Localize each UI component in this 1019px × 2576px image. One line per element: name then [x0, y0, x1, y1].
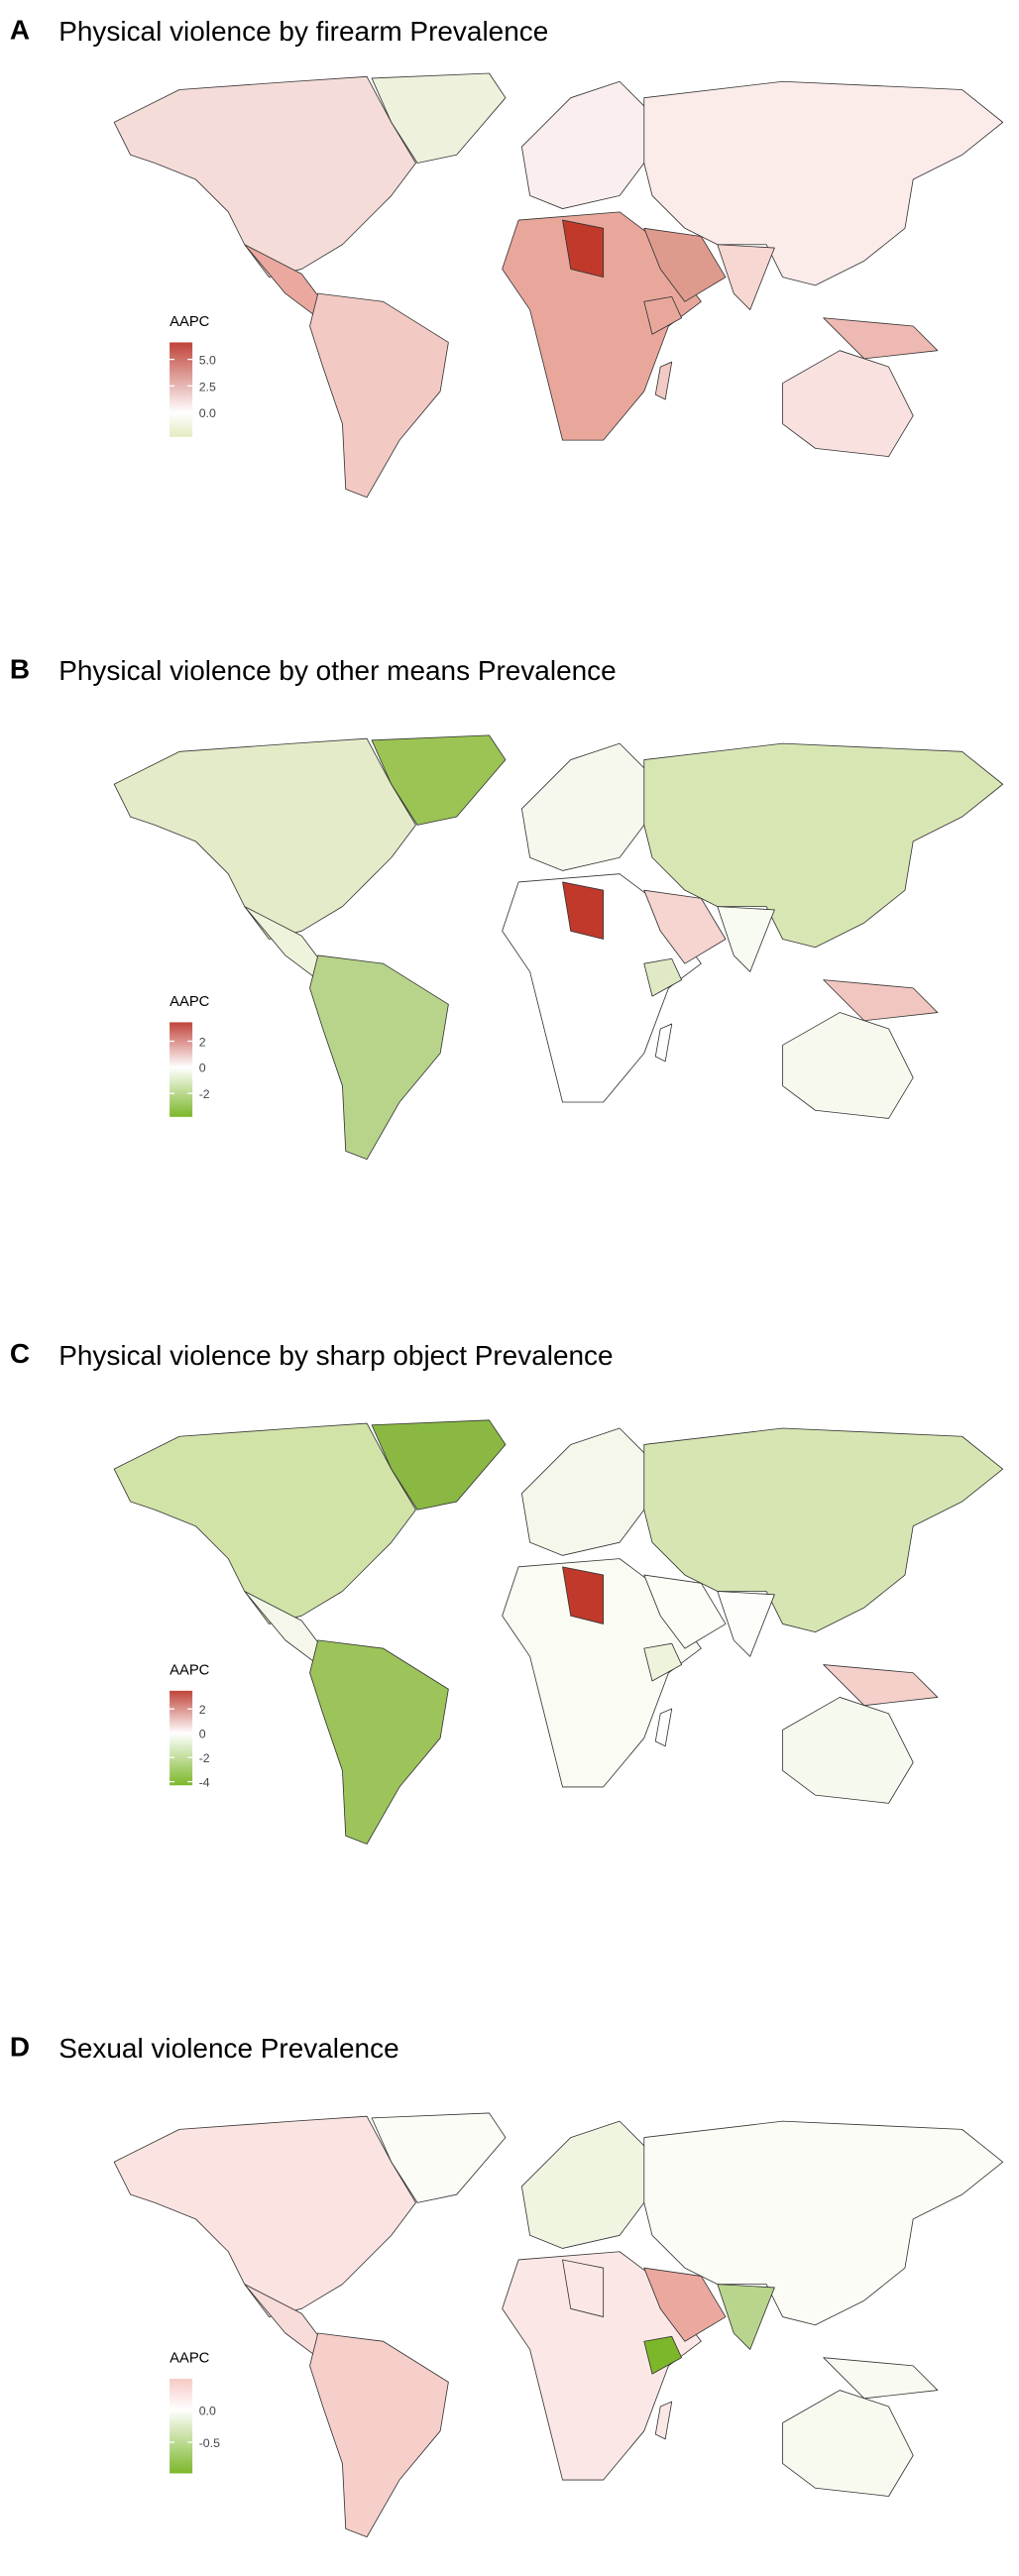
- legend-tick-label: -2: [199, 1087, 210, 1101]
- legend-title: AAPC: [170, 994, 210, 1010]
- legend-tick-label: 0: [199, 1062, 206, 1075]
- panel-label: A: [10, 14, 30, 45]
- country: [309, 1639, 449, 1845]
- country: [823, 979, 939, 1022]
- country: [823, 1664, 939, 1707]
- country: [643, 227, 727, 302]
- legend-tick-label: 2.5: [199, 380, 216, 393]
- panel: A Physical violence by firearm Prevalence…: [10, 14, 1004, 499]
- country: [113, 75, 416, 279]
- country: [823, 2357, 939, 2400]
- country: [782, 1697, 914, 1804]
- country: [654, 361, 673, 400]
- country: [562, 1566, 605, 1624]
- country: [520, 80, 653, 209]
- colorbar: [170, 342, 193, 437]
- country: [643, 2267, 727, 2342]
- country: [654, 1023, 673, 1063]
- country: [654, 2401, 673, 2440]
- country: [643, 80, 1004, 286]
- country: [643, 1427, 1004, 1633]
- country: [520, 1427, 653, 1556]
- country: [643, 2120, 1004, 2326]
- country: [562, 219, 605, 279]
- legend-tick-label: 0.0: [199, 406, 216, 420]
- legend-title: AAPC: [170, 314, 210, 330]
- legend-title: AAPC: [170, 1662, 210, 1678]
- colorbar: [170, 2379, 193, 2474]
- country: [371, 734, 507, 826]
- country: [520, 742, 653, 871]
- legend-tick-label: -4: [199, 1776, 210, 1790]
- world-map: [113, 1419, 1004, 1845]
- panel-title: Sexual violence Prevalence: [58, 2033, 398, 2064]
- country: [113, 737, 416, 940]
- country: [643, 1642, 683, 1682]
- country: [113, 2115, 416, 2317]
- panel-label: C: [10, 1338, 30, 1369]
- country: [309, 954, 449, 1161]
- country: [562, 2259, 605, 2317]
- country: [309, 292, 449, 499]
- legend-tick-label: -0.5: [199, 2436, 220, 2450]
- country: [113, 1422, 416, 1624]
- country: [309, 2332, 449, 2538]
- country: [717, 244, 775, 310]
- country: [823, 317, 939, 360]
- country: [643, 295, 683, 335]
- panel-title: Physical violence by other means Prevale…: [58, 655, 616, 686]
- world-map: [113, 734, 1004, 1161]
- country: [717, 1591, 775, 1657]
- colorbar: [170, 1690, 193, 1786]
- panel-label: D: [10, 2031, 30, 2062]
- legend-title: AAPC: [170, 2351, 210, 2367]
- country: [782, 2390, 914, 2497]
- legend-tick-label: 2: [199, 1035, 206, 1049]
- legend-tick-label: 5.0: [199, 354, 216, 368]
- country: [717, 2284, 775, 2350]
- legend-tick-label: 0.0: [199, 2404, 216, 2417]
- country: [643, 742, 1004, 949]
- country: [643, 957, 683, 997]
- legend-tick-label: 0: [199, 1728, 206, 1741]
- country: [371, 72, 507, 164]
- legend-tick-label: -2: [199, 1751, 210, 1765]
- country: [562, 881, 605, 940]
- country: [782, 350, 914, 458]
- panel: D Sexual violence Prevalence AAPC 0.0 -0.5: [10, 2031, 1004, 2538]
- world-map: [113, 2112, 1004, 2538]
- panel: C Physical violence by sharp object Preva…: [10, 1338, 1004, 1845]
- country: [643, 889, 727, 964]
- panel: B Physical violence by other means Preval…: [10, 653, 1004, 1161]
- country: [371, 2112, 507, 2203]
- world-map: [113, 72, 1004, 499]
- country: [643, 2335, 683, 2375]
- country: [643, 1574, 727, 1649]
- country: [654, 1708, 673, 1747]
- legend-tick-label: 2: [199, 1703, 206, 1717]
- panel-label: B: [10, 653, 30, 684]
- country: [782, 1012, 914, 1119]
- panel-title: Physical violence by firearm Prevalence: [58, 16, 548, 47]
- country: [371, 1419, 507, 1511]
- colorbar: [170, 1022, 193, 1117]
- panel-title: Physical violence by sharp object Preval…: [58, 1340, 613, 1371]
- country: [717, 906, 775, 972]
- country: [520, 2120, 653, 2249]
